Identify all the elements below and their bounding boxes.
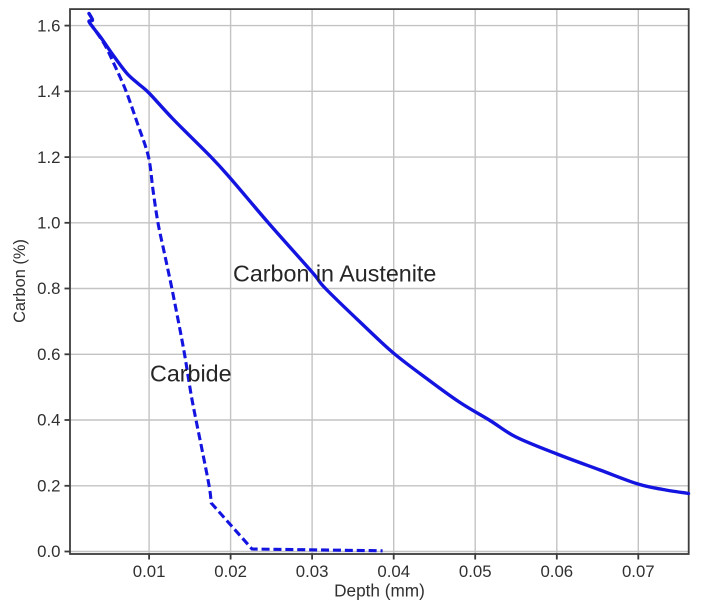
svg-text:0.6: 0.6: [37, 345, 60, 364]
svg-text:1.4: 1.4: [37, 82, 60, 101]
svg-text:0.04: 0.04: [377, 562, 410, 581]
svg-text:Carbon (%): Carbon (%): [11, 239, 29, 323]
svg-text:0.03: 0.03: [296, 562, 329, 581]
svg-text:1.0: 1.0: [37, 214, 60, 233]
svg-text:1.6: 1.6: [37, 16, 60, 35]
svg-text:0.4: 0.4: [37, 411, 60, 430]
svg-text:0.06: 0.06: [540, 562, 573, 581]
svg-text:0.8: 0.8: [37, 279, 60, 298]
svg-text:1.2: 1.2: [37, 148, 60, 167]
svg-text:Depth (mm): Depth (mm): [334, 581, 425, 600]
svg-text:Carbide: Carbide: [150, 361, 232, 387]
svg-text:0.07: 0.07: [622, 562, 655, 581]
svg-text:0.05: 0.05: [459, 562, 492, 581]
svg-text:0.02: 0.02: [214, 562, 247, 581]
svg-text:0.0: 0.0: [37, 542, 60, 561]
svg-text:0.2: 0.2: [37, 477, 60, 496]
svg-text:0.01: 0.01: [133, 562, 166, 581]
svg-text:Carbon in Austenite: Carbon in Austenite: [233, 260, 436, 286]
